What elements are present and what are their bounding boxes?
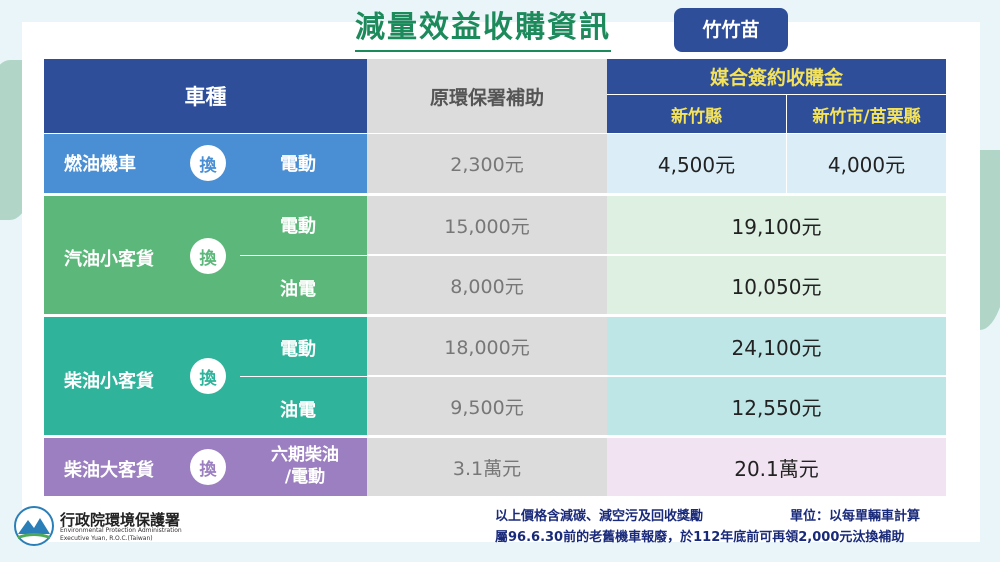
header-matched-purchase-label: 媒合簽約收購金 xyxy=(709,67,843,89)
vehicle-label-diesel: 柴油小客貨 xyxy=(64,371,154,392)
target-label-diesel-hybrid: 油電 xyxy=(280,400,316,421)
subsidy-cell: 3.1萬元 xyxy=(367,438,607,496)
header-epa-subsidy: 原環保署補助 xyxy=(367,59,607,133)
target-label-heavy: 六期柴油 /電動 xyxy=(250,444,360,488)
target-label-heavy-line2: /電動 xyxy=(284,467,326,487)
purchase-cell-hsinchu-county: 4,500元 xyxy=(607,134,787,193)
header-hsinchu-city-miaoli: 新竹市/苗栗縣 xyxy=(787,95,946,133)
purchase-cell: 19,100元 xyxy=(607,196,946,254)
subsidy-cell: 15,000元 xyxy=(367,196,607,254)
vehicle-label-heavy: 柴油大客貨 xyxy=(64,460,154,481)
header-hsinchu-city-miaoli-label: 新竹市/苗栗縣 xyxy=(812,106,921,127)
subsidy-value: 15,000元 xyxy=(444,215,530,238)
subsidy-cell: 2,300元 xyxy=(367,134,607,193)
subsidy-value: 2,300元 xyxy=(450,154,524,176)
target-label-gasoline-electric: 電動 xyxy=(280,216,316,237)
purchase-cell-hsinchu-city-miaoli: 4,000元 xyxy=(787,134,946,193)
swap-icon: 換 xyxy=(190,145,226,181)
header-hsinchu-county: 新竹縣 xyxy=(607,95,787,133)
target-label-heavy-line1: 六期柴油 xyxy=(271,445,339,465)
purchase-value: 4,000元 xyxy=(827,153,906,177)
region-badge: 竹竹苗 xyxy=(674,8,788,52)
purchase-value: 10,050元 xyxy=(731,274,822,299)
epa-logo-english: Environmental Protection Administration … xyxy=(60,527,182,543)
purchase-cell: 20.1萬元 xyxy=(607,438,946,496)
purchase-value: 19,100元 xyxy=(731,214,822,239)
header-vehicle-type: 車種 xyxy=(44,59,367,133)
header-vehicle-type-label: 車種 xyxy=(184,85,227,109)
note-old-motorcycle: 屬96.6.30前的老舊機車報廢，於112年底前可再領2,000元汰換補助 xyxy=(495,530,905,545)
subsidy-value: 9,500元 xyxy=(450,396,524,419)
subsidy-value: 18,000元 xyxy=(444,336,530,359)
swap-icon: 換 xyxy=(190,449,226,485)
purchase-value: 4,500元 xyxy=(657,153,736,177)
purchase-cell: 24,100元 xyxy=(607,317,946,375)
swap-icon: 換 xyxy=(190,358,226,394)
page-title: 減量效益收購資訊 xyxy=(355,6,611,52)
purchase-value: 12,550元 xyxy=(731,395,822,420)
epa-logo-name: 行政院環境保護署 xyxy=(60,511,181,529)
purchase-value: 20.1萬元 xyxy=(734,456,819,481)
subsidy-value: 8,000元 xyxy=(450,275,524,298)
purchase-cell: 12,550元 xyxy=(607,377,946,435)
row-divider xyxy=(240,255,367,256)
subsidy-value: 3.1萬元 xyxy=(452,457,522,480)
epa-logo-english-line1: Environmental Protection Administration xyxy=(60,527,182,534)
epa-logo-icon xyxy=(14,506,54,546)
epa-logo-english-line2: Executive Yuan, R.O.C.(Taiwan) xyxy=(60,535,153,542)
vehicle-label-gasoline: 汽油小客貨 xyxy=(64,249,154,270)
header-epa-subsidy-label: 原環保署補助 xyxy=(429,86,544,109)
swap-icon: 換 xyxy=(190,238,226,274)
target-label-motorcycle-electric: 電動 xyxy=(280,154,316,175)
header-hsinchu-county-label: 新竹縣 xyxy=(671,106,722,127)
purchase-cell: 10,050元 xyxy=(607,256,946,314)
target-label-gasoline-hybrid: 油電 xyxy=(280,279,316,300)
row-divider xyxy=(240,376,367,377)
vehicle-label-motorcycle: 燃油機車 xyxy=(64,154,136,175)
note-incentive: 以上價格含減碳、減空污及回收獎勵 xyxy=(495,509,704,524)
purchase-value: 24,100元 xyxy=(731,335,822,360)
subsidy-cell: 8,000元 xyxy=(367,256,607,314)
subsidy-cell: 9,500元 xyxy=(367,377,607,435)
note-unit: 單位：以每單輛車計算 xyxy=(790,509,921,524)
header-matched-purchase: 媒合簽約收購金 xyxy=(607,59,946,95)
target-label-diesel-electric: 電動 xyxy=(280,339,316,360)
subsidy-cell: 18,000元 xyxy=(367,317,607,375)
